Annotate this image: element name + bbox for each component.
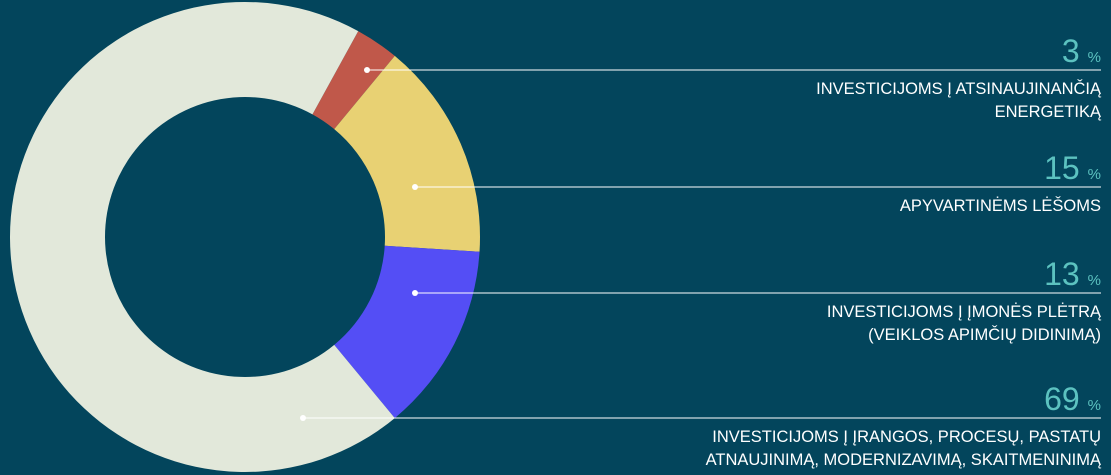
leader-dot — [300, 415, 306, 421]
category-label: ATNAUJINIMĄ, MODERNIZAVIMĄ, SKAITMENINIM… — [706, 451, 1102, 469]
value-label: 13% — [1044, 256, 1101, 292]
value-number: 3 — [1062, 33, 1080, 69]
value-label: 3% — [1062, 33, 1101, 69]
value-label: 15% — [1044, 150, 1101, 186]
value-label: 69% — [1044, 381, 1101, 417]
value-unit: % — [1088, 272, 1101, 289]
value-unit: % — [1088, 166, 1101, 183]
donut-segment — [334, 55, 480, 252]
leader-dot — [412, 184, 418, 190]
category-label: (VEIKLOS APIMČIŲ DIDINIMĄ) — [868, 325, 1101, 344]
donut-segment — [9, 1, 395, 473]
category-label: INVESTICIJOMS Į ĮMONĖS PLĖTRĄ — [827, 302, 1102, 321]
value-number: 69 — [1044, 381, 1080, 417]
leader-dot — [364, 67, 370, 73]
value-number: 15 — [1044, 150, 1080, 186]
category-label: INVESTICIJOMS Į ĮRANGOS, PROCESŲ, PASTAT… — [712, 428, 1101, 446]
value-number: 13 — [1044, 256, 1080, 292]
donut-segment — [312, 31, 395, 130]
leader-dot — [412, 290, 418, 296]
category-label: ENERGETIKĄ — [995, 103, 1102, 121]
donut-segment — [334, 245, 480, 419]
value-unit: % — [1088, 397, 1101, 414]
value-unit: % — [1088, 49, 1101, 66]
category-label: APYVARTINĖMS LĖŠOMS — [900, 196, 1101, 215]
category-label: INVESTICIJOMS Į ATSINAUJINANČIĄ — [816, 79, 1102, 98]
